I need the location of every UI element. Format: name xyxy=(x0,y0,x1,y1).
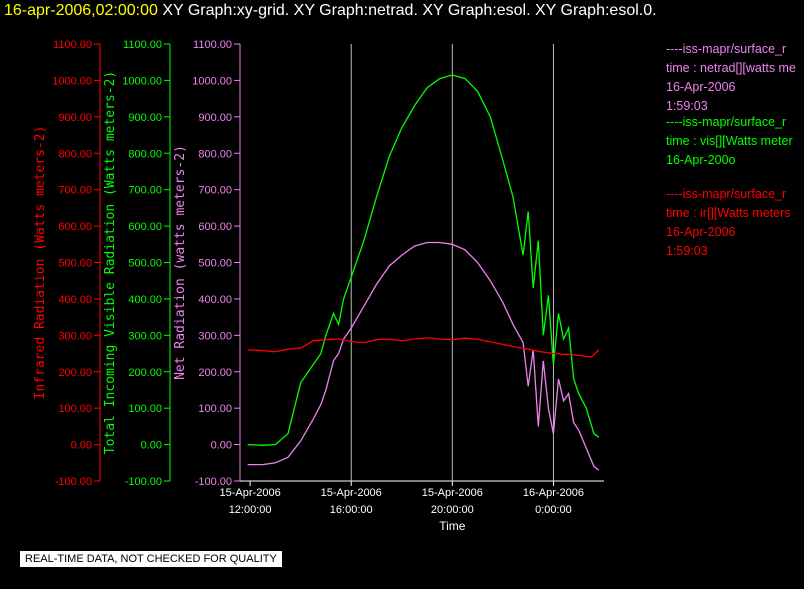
y-tick-label: -100.00 xyxy=(55,476,92,488)
y-tick-label: 1000.00 xyxy=(122,75,162,87)
legend-ir-variable: time : ir[][Watts meters xyxy=(666,206,791,220)
y-tick-label: 600.00 xyxy=(198,221,232,233)
y-tick-label: 800.00 xyxy=(198,148,232,160)
y-tick-label: 200.00 xyxy=(198,367,232,379)
legend-netrad-source: ----iss-mapr/surface_r xyxy=(666,42,787,56)
x-tick-time: 16:00:00 xyxy=(330,504,373,516)
graph-list-label: XY Graph:xy-grid. XY Graph:netrad. XY Gr… xyxy=(162,2,657,19)
y-tick-label: 900.00 xyxy=(198,112,232,124)
y-tick-label: 800.00 xyxy=(58,148,92,160)
y-tick-label: 1000.00 xyxy=(52,75,92,87)
legend-vis-date: 16-Apr-200o xyxy=(666,153,736,167)
y-tick-label: 400.00 xyxy=(58,294,92,306)
y-tick-label: 100.00 xyxy=(58,403,92,415)
y-tick-label: 600.00 xyxy=(58,221,92,233)
y-tick-label: 500.00 xyxy=(58,258,92,270)
y-tick-label: 100.00 xyxy=(128,403,162,415)
y-tick-label: 700.00 xyxy=(58,185,92,197)
legend-vis-source: ----iss-mapr/surface_r xyxy=(666,115,787,129)
graph-title-bar: 16-apr-2006,02:00:00 XY Graph:xy-grid. X… xyxy=(4,2,657,20)
legend-vis: ----iss-mapr/surface_r time : vis[][Watt… xyxy=(666,113,793,170)
legend-ir: ----iss-mapr/surface_r time : ir[][Watts… xyxy=(666,185,791,261)
y-tick-label: 300.00 xyxy=(58,330,92,342)
y-tick-label: 500.00 xyxy=(128,258,162,270)
y-axis-title: Net Radiation (watts meters-2) xyxy=(173,145,188,380)
y-tick-label: -100.00 xyxy=(195,476,232,488)
timestamp-label: 16-apr-2006,02:00:00 xyxy=(4,2,158,19)
y-tick-label: 300.00 xyxy=(198,330,232,342)
y-tick-label: 900.00 xyxy=(128,112,162,124)
y-tick-label: 500.00 xyxy=(198,258,232,270)
legend-netrad-variable: time : netrad[][watts me xyxy=(666,61,796,75)
y-tick-label: 400.00 xyxy=(198,294,232,306)
y-tick-label: 300.00 xyxy=(128,330,162,342)
y-tick-label: 0.00 xyxy=(211,440,232,452)
y-tick-label: 0.00 xyxy=(71,440,92,452)
x-tick-time: 0:00:00 xyxy=(535,504,572,516)
legend-netrad: ----iss-mapr/surface_r time : netrad[][w… xyxy=(666,40,796,116)
y-tick-label: 800.00 xyxy=(128,148,162,160)
legend-ir-date: 16-Apr-2006 xyxy=(666,225,736,239)
legend-ir-source: ----iss-mapr/surface_r xyxy=(666,187,787,201)
quality-disclaimer: REAL-TIME DATA, NOT CHECKED FOR QUALITY xyxy=(20,551,282,567)
x-axis-title: Time xyxy=(439,519,466,533)
x-tick-date: 15-Apr-2006 xyxy=(422,487,483,499)
y-tick-label: 900.00 xyxy=(58,112,92,124)
y-tick-label: 1100.00 xyxy=(53,39,92,51)
y-tick-label: 1100.00 xyxy=(193,39,232,51)
y-tick-label: 1000.00 xyxy=(192,75,232,87)
legend-ir-time: 1:59:03 xyxy=(666,244,708,258)
x-tick-date: 16-Apr-2006 xyxy=(523,487,584,499)
series-line-vis xyxy=(247,74,600,446)
y-tick-label: 600.00 xyxy=(128,221,162,233)
y-tick-label: 1100.00 xyxy=(123,39,162,51)
series-line-ir xyxy=(247,337,600,358)
x-tick-time: 20:00:00 xyxy=(431,504,474,516)
y-tick-label: 200.00 xyxy=(128,367,162,379)
y-tick-label: 700.00 xyxy=(198,185,232,197)
y-axis-title: Total Incoming Visible Radiation (Watts … xyxy=(103,71,118,455)
y-tick-label: 0.00 xyxy=(141,440,162,452)
x-tick-date: 15-Apr-2006 xyxy=(321,487,382,499)
x-tick-date: 15-Apr-2006 xyxy=(220,487,281,499)
legend-vis-variable: time : vis[][Watts meter xyxy=(666,134,793,148)
x-tick-time: 12:00:00 xyxy=(229,504,272,516)
y-tick-label: 100.00 xyxy=(198,403,232,415)
y-tick-label: 200.00 xyxy=(58,367,92,379)
series-line-netrad xyxy=(247,241,600,471)
y-axis-title: Infrared Radiation (Watts meters-2) xyxy=(33,126,48,400)
legend-netrad-time: 1:59:03 xyxy=(666,99,708,113)
legend-netrad-date: 16-Apr-2006 xyxy=(666,80,736,94)
y-tick-label: 700.00 xyxy=(128,185,162,197)
y-tick-label: 400.00 xyxy=(128,294,162,306)
y-tick-label: -100.00 xyxy=(125,476,162,488)
